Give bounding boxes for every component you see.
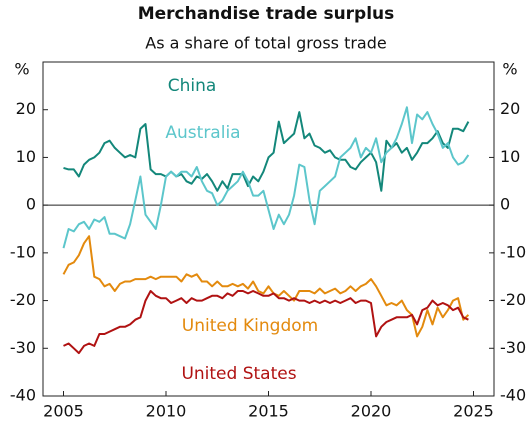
y2-tick-label: -40 <box>500 386 526 405</box>
chart-title: Merchandise trade surplus <box>138 4 395 24</box>
series-label: Australia <box>165 123 240 143</box>
y-tick-label: 10 <box>16 147 36 166</box>
y-tick-label: -10 <box>10 242 36 261</box>
y-tick-label: 20 <box>16 99 36 118</box>
chart-subtitle: As a share of total gross trade <box>145 34 386 53</box>
y2-tick-label: 20 <box>500 99 520 118</box>
y-tick-label: -20 <box>10 290 36 309</box>
y2-axis-label: % <box>502 60 517 79</box>
series-line <box>63 290 469 355</box>
x-tick-label: 2010 <box>146 402 187 421</box>
y-tick-label: -30 <box>10 338 36 357</box>
y-tick-label: -40 <box>10 386 36 405</box>
y2-tick-label: 10 <box>500 147 520 166</box>
x-tick-label: 2005 <box>43 402 84 421</box>
x-tick-label: 2015 <box>248 402 289 421</box>
y2-tick-label: -30 <box>500 338 526 357</box>
series-line <box>62 235 470 338</box>
series-line <box>63 111 470 192</box>
y-axis-label: % <box>14 60 29 79</box>
series-label: United Kingdom <box>182 316 318 336</box>
series-label: United States <box>181 364 296 384</box>
x-tick-label: 2025 <box>453 402 494 421</box>
series-label: China <box>168 76 217 96</box>
x-tick-label: 2020 <box>351 402 392 421</box>
y2-tick-label: 0 <box>500 195 510 214</box>
series-line <box>62 106 470 249</box>
y2-tick-label: -10 <box>500 242 526 261</box>
y-tick-label: 0 <box>26 195 36 214</box>
y2-tick-label: -20 <box>500 290 526 309</box>
